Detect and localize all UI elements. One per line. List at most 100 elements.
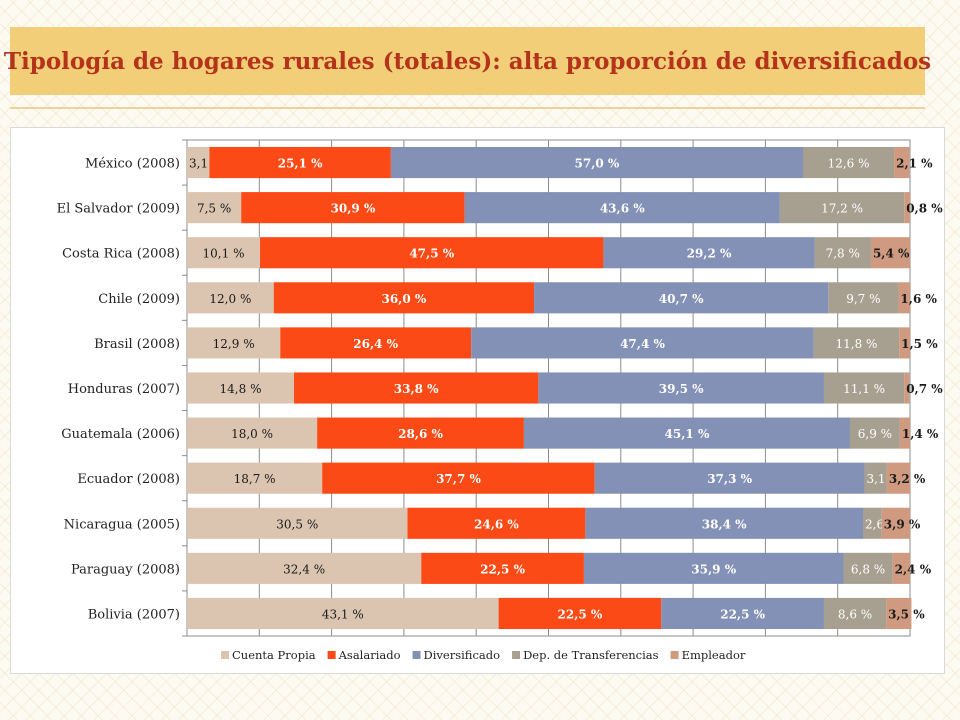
- data-label: 18,0 %: [231, 427, 273, 441]
- bar-segment: [280, 327, 472, 359]
- category-label: Bolivia (2007): [88, 607, 180, 622]
- bar-segment: [814, 237, 871, 269]
- data-label: 6,8 %: [851, 562, 885, 576]
- data-label: 22,5 %: [558, 607, 603, 621]
- data-label: 47,5 %: [409, 247, 454, 261]
- data-label: 12,9 %: [213, 337, 255, 351]
- bar-segment: [779, 192, 905, 224]
- bar-segment: [187, 417, 318, 449]
- data-label: 9,7 %: [846, 292, 880, 306]
- bar-segment: [523, 417, 850, 449]
- bar-segment: [421, 552, 584, 584]
- bar-segment: [407, 507, 586, 539]
- bar-segment: [187, 462, 323, 494]
- data-label: 18,7 %: [234, 472, 276, 486]
- data-label: 2,4 %: [895, 562, 932, 576]
- data-label: 22,5 %: [720, 607, 765, 621]
- data-label: 25,1 %: [278, 157, 323, 171]
- bar-segment: [273, 282, 535, 314]
- bar-segment: [187, 282, 274, 314]
- data-label: 6,9 %: [858, 427, 892, 441]
- category-label: El Salvador (2009): [57, 202, 180, 217]
- bar-segment: [294, 372, 539, 404]
- bar-segment: [538, 372, 824, 404]
- data-label: 35,9 %: [691, 562, 736, 576]
- legend-swatch: [512, 651, 521, 659]
- bar-segment: [187, 146, 210, 179]
- bar-segment: [209, 146, 391, 179]
- bar-segment: [828, 282, 899, 314]
- bar-segment: [886, 597, 912, 630]
- bar-segment: [498, 597, 662, 630]
- data-label: 14,8 %: [220, 382, 262, 396]
- bar-segment: [813, 327, 900, 359]
- bar-segment: [187, 192, 242, 224]
- legend-swatch: [670, 651, 679, 659]
- data-label: 43,6 %: [600, 202, 645, 216]
- data-label: 0,8 %: [906, 202, 943, 216]
- bar-segment: [904, 372, 910, 404]
- bar-segment: [843, 552, 893, 584]
- data-label: 11,8 %: [836, 337, 878, 351]
- data-label: 1,6 %: [900, 292, 937, 306]
- bar-segment: [863, 507, 882, 539]
- bar-segment: [187, 507, 408, 539]
- data-label: 45,1 %: [665, 427, 710, 441]
- bar-segment: [904, 192, 910, 224]
- bar-segment: [823, 372, 905, 404]
- bar-segment: [899, 417, 910, 449]
- legend-label: Diversificado: [424, 648, 501, 662]
- bar-segment: [594, 462, 865, 494]
- bar-segment: [881, 507, 910, 539]
- data-label: 33,8 %: [394, 382, 439, 396]
- data-label: 43,1 %: [322, 607, 364, 621]
- chart-panel: México (2008) 3,1 % 25,1 % 57,0 % 12,6 % 2,1 …: [10, 127, 945, 674]
- data-label: 40,7 %: [659, 292, 704, 306]
- bar-segment: [187, 237, 261, 269]
- legend-swatch: [412, 651, 421, 659]
- bar-segment: [894, 146, 910, 179]
- bar-segment: [849, 417, 900, 449]
- bar-segment: [886, 462, 910, 494]
- bar-segment: [899, 327, 910, 359]
- data-label: 32,4 %: [283, 562, 325, 576]
- legend-label: Cuenta Propia: [232, 648, 316, 662]
- data-label: 37,3 %: [707, 472, 752, 486]
- bar-segment: [603, 237, 815, 269]
- data-label: 30,5 %: [276, 517, 318, 531]
- data-label: 10,1 %: [203, 247, 245, 261]
- page-title: Tipología de hogares rurales (totales): …: [3, 47, 932, 75]
- data-label: 29,2 %: [687, 247, 732, 261]
- data-label: 3,5 %: [888, 607, 925, 621]
- bar-segment: [317, 417, 524, 449]
- data-label: 36,0 %: [381, 292, 426, 306]
- data-label: 17,2 %: [821, 202, 863, 216]
- category-label: Brasil (2008): [94, 337, 180, 352]
- bar-segment: [823, 597, 887, 630]
- bar-segment: [241, 192, 465, 224]
- bar-segment: [898, 282, 910, 314]
- legend-label: Asalariado: [338, 648, 401, 662]
- bar-segment: [390, 146, 803, 179]
- data-label: 12,6 %: [828, 157, 870, 171]
- data-label: 3,9 %: [884, 517, 921, 531]
- data-label: 11,1 %: [843, 382, 885, 396]
- bar-segment: [322, 462, 595, 494]
- title-divider: [10, 107, 925, 109]
- bar-segment: [585, 507, 864, 539]
- category-label: Ecuador (2008): [77, 472, 180, 487]
- data-label: 30,9 %: [331, 202, 376, 216]
- bar-segment: [583, 552, 844, 584]
- legend-label: Dep. de Transferencias: [523, 648, 659, 662]
- category-label: Guatemala (2006): [61, 427, 180, 442]
- bar-segment: [534, 282, 829, 314]
- stacked-bar-chart: México (2008) 3,1 % 25,1 % 57,0 % 12,6 % 2,1 …: [57, 139, 943, 662]
- legend-label: Empleador: [682, 648, 746, 662]
- data-label: 26,4 %: [353, 337, 398, 351]
- data-label: 39,5 %: [659, 382, 704, 396]
- bar-segment: [892, 552, 910, 584]
- data-label: 22,5 %: [480, 562, 525, 576]
- data-label: 37,7 %: [436, 472, 481, 486]
- bar-segment: [187, 372, 295, 404]
- data-label: 24,6 %: [474, 517, 519, 531]
